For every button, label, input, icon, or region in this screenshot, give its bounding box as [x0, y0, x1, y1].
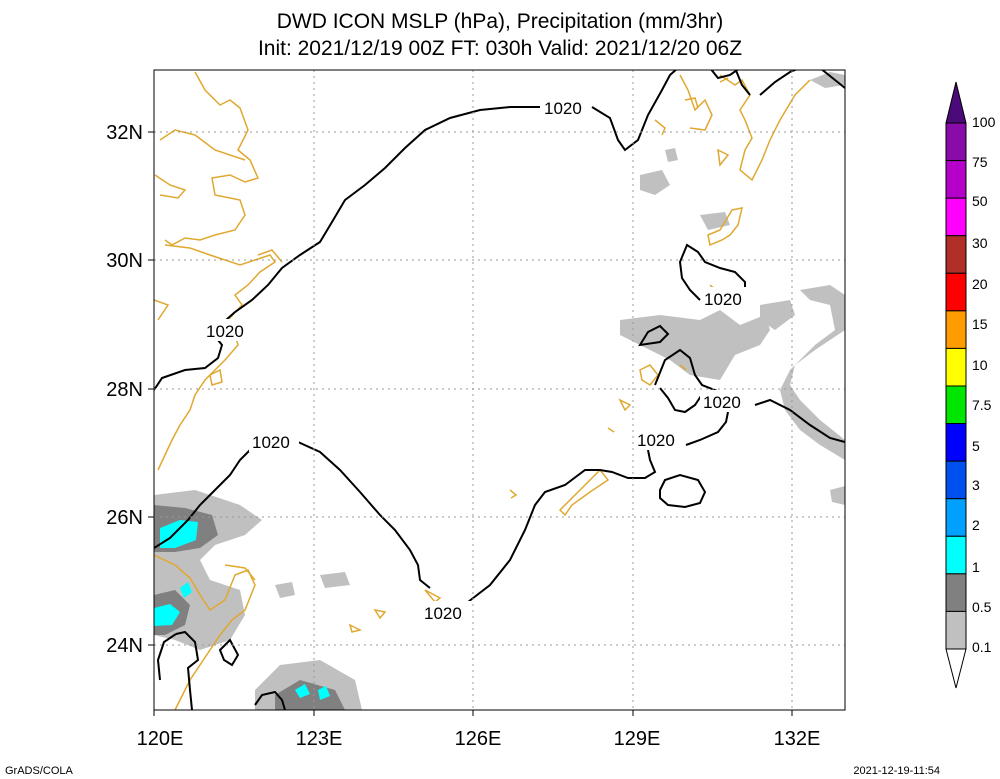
lat-label: 30N — [106, 250, 143, 272]
colorbar-swatch — [945, 272, 967, 312]
isobar-label: 1020 — [703, 393, 741, 412]
isobar-labels: 1020 1020 1020 1020 1020 1020 1020 — [203, 96, 751, 623]
latitude-labels: 32N 30N 28N 26N 24N — [106, 122, 143, 657]
colorbar-label: 15 — [972, 316, 988, 332]
colorbar-swatch — [945, 610, 967, 650]
colorbar-label: 75 — [972, 154, 988, 170]
lat-label: 26N — [106, 507, 143, 529]
map-frame — [153, 69, 846, 711]
lon-label: 123E — [296, 728, 343, 750]
colorbar-swatch — [945, 347, 967, 387]
colorbar-swatch — [945, 423, 967, 462]
footer-source: GrADS/COLA — [5, 765, 73, 777]
lon-label: 129E — [614, 728, 661, 750]
lon-label: 120E — [137, 728, 184, 750]
map-gridlines — [154, 70, 845, 710]
isobar-label: 1020 — [252, 433, 290, 452]
colorbar-swatch — [945, 235, 967, 274]
map-title: DWD ICON MSLP (hPa), Precipitation (mm/3… — [276, 10, 724, 33]
isobar-label: 1020 — [704, 290, 742, 309]
colorbar-label: 30 — [972, 235, 988, 251]
isobar-label: 1020 — [544, 99, 582, 118]
isobar-1020-contours — [154, 70, 845, 710]
colorbar-swatch — [945, 160, 967, 199]
colorbar-swatch — [945, 197, 967, 237]
colorbar-swatch — [945, 498, 967, 537]
colorbar-swatch — [945, 535, 967, 575]
isobar-label: 1020 — [424, 604, 462, 623]
precipitation-shading — [154, 72, 845, 710]
colorbar-top-triangle — [945, 81, 967, 124]
colorbar: 100 75 50 30 20 15 10 7.5 5 3 2 1 0.5 0.… — [945, 81, 996, 689]
lat-label: 24N — [106, 635, 143, 657]
lon-label: 132E — [774, 728, 821, 750]
colorbar-bottom-triangle — [945, 648, 967, 689]
lon-label: 126E — [455, 728, 502, 750]
colorbar-label: 0.1 — [972, 639, 992, 655]
colorbar-label: 2 — [972, 517, 980, 533]
colorbar-label: 1 — [972, 559, 980, 575]
colorbar-swatch — [945, 310, 967, 349]
lat-label: 32N — [106, 122, 143, 144]
colorbar-label: 3 — [972, 477, 980, 493]
isobar-label: 1020 — [206, 322, 244, 341]
colorbar-swatch — [945, 122, 967, 162]
colorbar-swatch — [945, 573, 967, 612]
colorbar-label: 20 — [972, 276, 988, 292]
footer-timestamp: 2021-12-19-11:54 — [853, 765, 940, 777]
colorbar-label: 10 — [972, 357, 988, 373]
colorbar-swatch — [945, 385, 967, 425]
axis-ticks — [148, 131, 793, 716]
longitude-labels: 120E 123E 126E 129E 132E — [137, 728, 821, 750]
map-subtitle: Init: 2021/12/19 00Z FT: 030h Valid: 202… — [257, 37, 743, 60]
colorbar-label: 0.5 — [972, 599, 992, 615]
colorbar-label: 7.5 — [972, 397, 992, 413]
colorbar-label: 50 — [972, 193, 988, 209]
lat-label: 28N — [106, 379, 143, 401]
colorbar-label: 100 — [972, 114, 996, 130]
colorbar-swatch — [945, 460, 967, 500]
colorbar-label: 5 — [972, 438, 980, 454]
isobar-label: 1020 — [637, 431, 675, 450]
